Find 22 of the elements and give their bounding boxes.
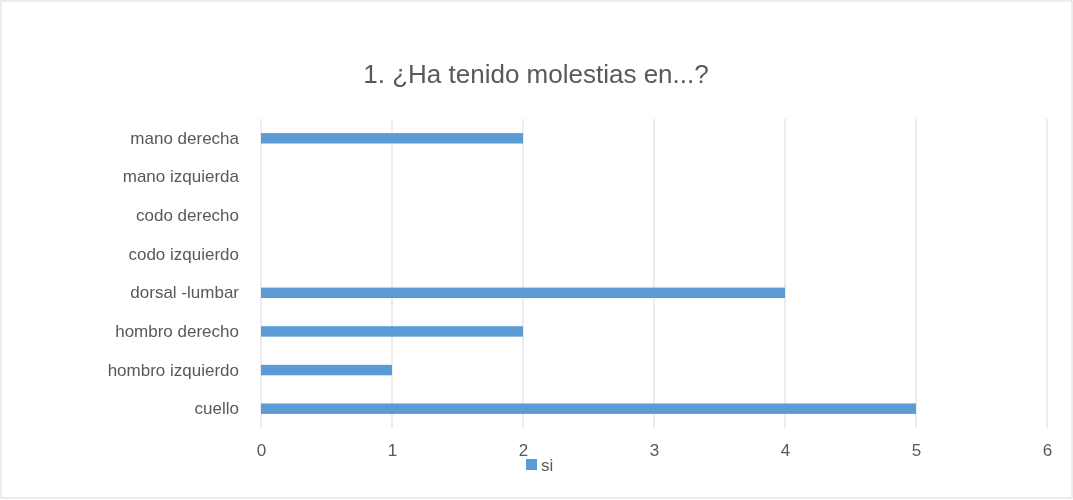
x-tick-label: 2 <box>518 441 529 461</box>
y-tick-label: codo derecho <box>135 206 239 225</box>
x-tick-label: 3 <box>649 441 660 461</box>
bar <box>261 133 523 144</box>
y-tick-label: hombro izquierdo <box>107 360 239 380</box>
bar <box>261 326 523 337</box>
bar <box>261 403 916 414</box>
y-tick-label: mano izquierda <box>122 167 240 187</box>
chart-title: 1. ¿Ha tenido molestias en...? <box>363 59 709 89</box>
x-tick-label: 6 <box>1042 441 1053 461</box>
x-tick-label: 1 <box>387 441 398 461</box>
y-tick-label: codo izquierdo <box>128 244 239 264</box>
y-tick-label: mano derecha <box>130 128 240 148</box>
bar <box>261 287 785 299</box>
x-tick-label: 0 <box>256 441 267 461</box>
x-tick-label: 5 <box>911 441 922 461</box>
legend-label: si <box>541 456 554 475</box>
y-tick-label: cuello <box>194 399 239 419</box>
bar <box>261 364 392 376</box>
y-tick-label: dorsal -lumbar <box>130 283 240 303</box>
y-tick-label: hombro derecho <box>115 321 239 341</box>
x-tick-label: 4 <box>780 441 791 461</box>
